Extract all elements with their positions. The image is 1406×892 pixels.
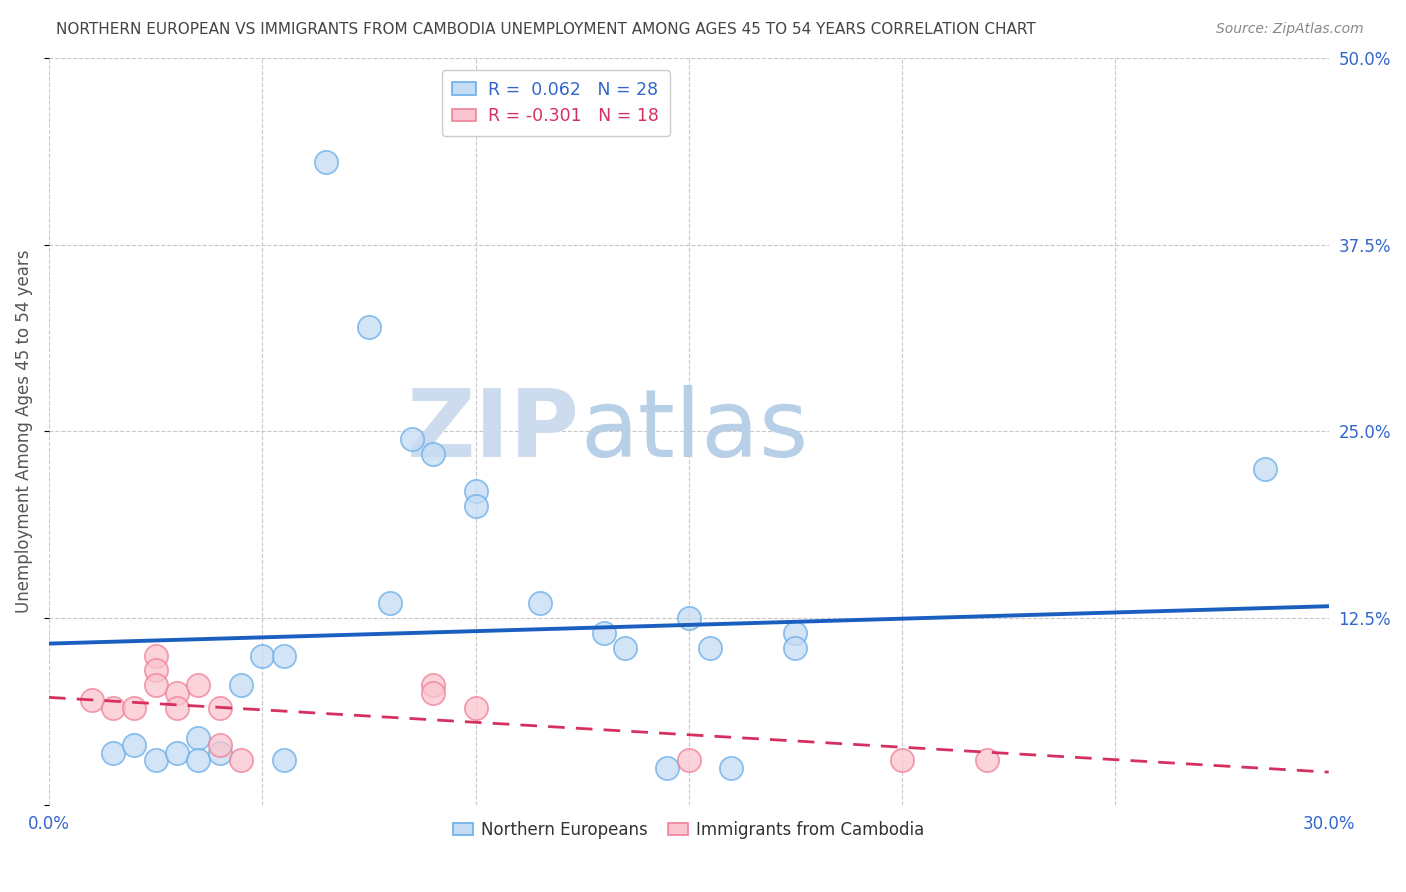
Point [592,626,614,640]
Point [124,701,146,715]
Point [273,753,295,767]
Point [380,596,402,610]
Point [208,701,231,715]
Point [187,678,209,692]
Point [357,319,380,334]
Point [101,746,124,760]
Point [80,693,103,707]
Point [101,701,124,715]
Point [678,611,700,625]
Point [166,701,188,715]
Point [976,753,998,767]
Point [464,499,486,513]
Point [252,648,274,663]
Point [166,746,188,760]
Point [678,753,700,767]
Point [229,753,252,767]
Text: ZIP: ZIP [408,385,581,477]
Point [401,432,423,446]
Point [208,746,231,760]
Point [464,484,486,499]
Point [720,761,742,775]
Point [145,753,167,767]
Point [891,753,914,767]
Point [785,641,807,656]
Text: atlas: atlas [581,385,808,477]
Point [422,447,444,461]
Text: NORTHERN EUROPEAN VS IMMIGRANTS FROM CAMBODIA UNEMPLOYMENT AMONG AGES 45 TO 54 Y: NORTHERN EUROPEAN VS IMMIGRANTS FROM CAM… [56,22,1036,37]
Point [699,641,721,656]
Point [422,686,444,700]
Legend: Northern Europeans, Immigrants from Cambodia: Northern Europeans, Immigrants from Camb… [446,814,931,846]
Point [145,678,167,692]
Point [422,678,444,692]
Point [208,738,231,752]
Point [145,648,167,663]
Text: Source: ZipAtlas.com: Source: ZipAtlas.com [1216,22,1364,37]
Point [145,664,167,678]
Point [613,641,636,656]
Point [187,731,209,745]
Point [657,761,679,775]
Point [464,701,486,715]
Point [785,626,807,640]
Point [315,155,337,169]
Point [187,753,209,767]
Point [124,738,146,752]
Point [529,596,551,610]
Point [1253,461,1275,475]
Point [273,648,295,663]
Y-axis label: Unemployment Among Ages 45 to 54 years: Unemployment Among Ages 45 to 54 years [15,250,32,613]
Point [166,686,188,700]
Point [229,678,252,692]
